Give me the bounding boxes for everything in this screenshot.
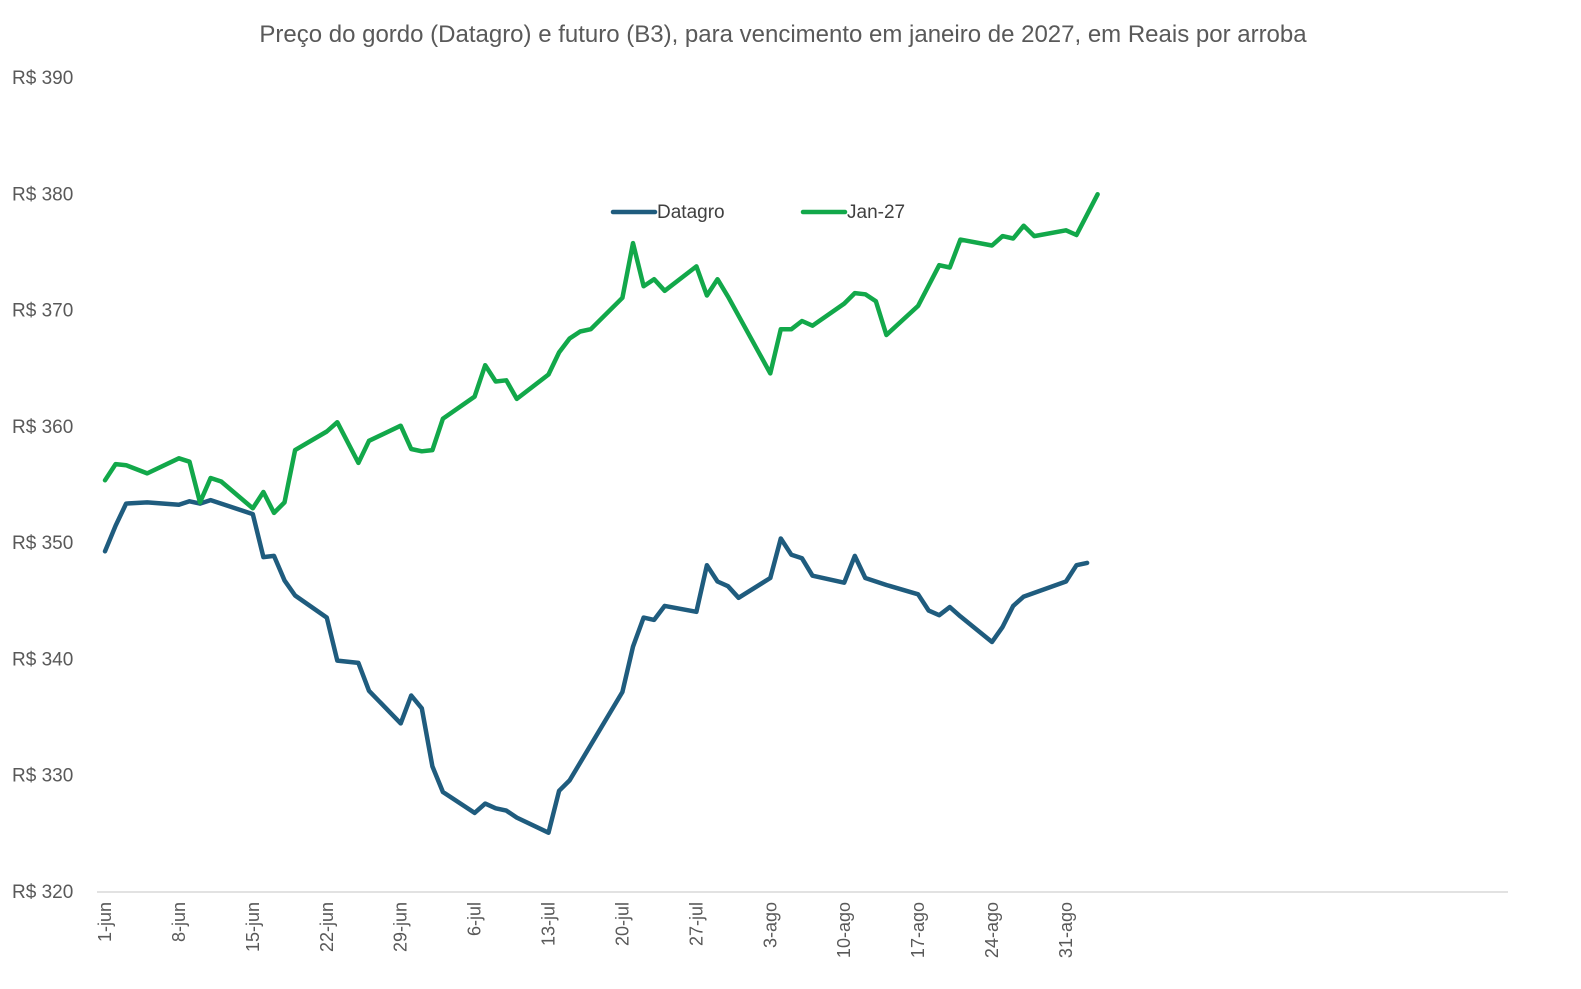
chart-title: Preço do gordo (Datagro) e futuro (B3), … [259,21,1307,48]
y-tick-label: R$ 370 [12,301,73,322]
x-tick-label: 13-jul [539,902,559,946]
y-tick-label: R$ 340 [12,649,73,670]
legend: Datagro Jan-27 [610,202,905,223]
series-lines [102,192,1100,835]
x-tick-label: 6-jul [465,902,485,936]
series-line-datagro [102,497,1090,835]
x-tick-label: 31-ago [1056,902,1076,958]
legend-label: Datagro [657,202,725,223]
y-tick-label: R$ 390 [12,68,73,89]
series-line-jan-27 [102,192,1100,516]
y-tick-label: R$ 360 [12,417,73,438]
y-tick-label: R$ 320 [12,882,73,903]
y-tick-label: R$ 350 [12,533,73,554]
x-tick-label: 27-jul [686,902,706,946]
x-tick-label: 3-ago [760,902,780,948]
x-tick-label: 29-jun [391,902,411,952]
legend-label: Jan-27 [847,202,905,223]
x-tick-label: 20-jul [612,902,632,946]
x-tick-label: 17-ago [908,902,928,958]
y-tick-label: R$ 330 [12,766,73,787]
y-tick-label: R$ 380 [12,184,73,205]
x-tick-label: 22-jun [317,902,337,952]
x-tick-label: 8-jun [169,902,189,942]
x-tick-label: 24-ago [982,902,1002,958]
y-axis-ticks: R$ 320 R$ 330 R$ 340 R$ 350 R$ 360 R$ 370 R$ 3… [12,68,73,903]
x-tick-label: 10-ago [834,902,854,958]
x-tick-label: 1-jun [95,902,115,942]
x-axis-ticks: 1-jun 8-jun 15-jun 22-jun 29-jun 6-jul 13-jul 2… [95,902,1076,958]
x-tick-label: 15-jun [243,902,263,952]
